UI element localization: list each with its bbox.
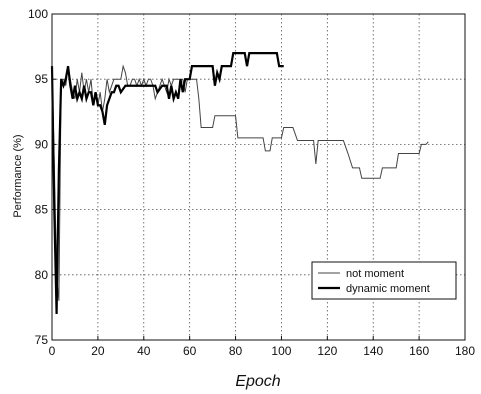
x-tick-labels: 0 20 40 60 80 100 120 140 160 180 [49,344,476,358]
y-axis-label: Performance (%) [12,134,24,217]
legend-label-dynamic-moment: dynamic moment [346,283,430,295]
y-tick-label: 95 [35,72,49,86]
legend-label-not-moment: not moment [346,268,404,280]
x-tick-label: 120 [317,344,337,358]
y-tick-label: 80 [35,268,49,282]
x-tick-label: 80 [229,344,243,358]
x-tick-label: 140 [363,344,383,358]
x-tick-label: 0 [49,344,56,358]
plot-frame [51,13,466,341]
legend: not moment dynamic moment [311,261,457,300]
x-tick-label: 160 [409,344,429,358]
y-tick-label: 85 [35,203,49,217]
y-tick-labels: 75 80 85 90 95 100 [28,7,48,347]
x-tick-label: 180 [455,344,475,358]
legend-box [311,261,457,300]
x-tick-label: 20 [91,344,105,358]
y-tick-label: 90 [35,137,49,151]
series-line-dynamic-moment [50,52,284,314]
y-tick-label: 75 [35,333,49,347]
x-tick-label: 100 [271,344,291,358]
x-tick-label: 60 [183,344,197,358]
series-layer [50,52,429,314]
y-tick-label: 100 [28,7,48,21]
x-tick-label: 40 [137,344,151,358]
x-axis-label: Epoch [235,373,280,390]
